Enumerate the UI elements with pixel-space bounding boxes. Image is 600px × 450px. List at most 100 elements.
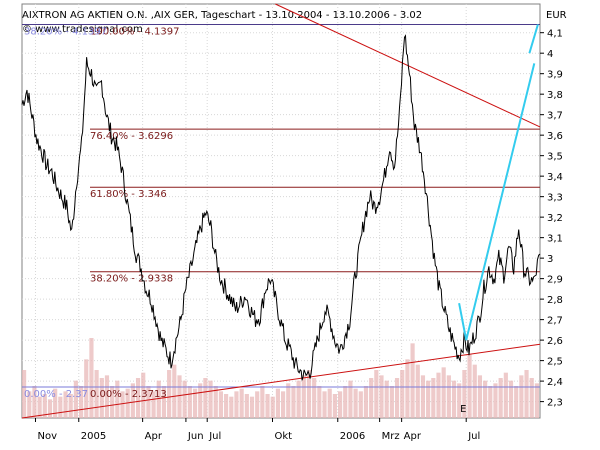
fib-level-label: 38.20% - 2.9338 [90, 274, 173, 285]
volume-bar [130, 383, 135, 418]
y-tick-label: 2,5 [547, 357, 563, 368]
trendline-support [21, 343, 541, 419]
volume-bar [410, 343, 415, 418]
price-series [21, 34, 541, 381]
projection-lines: E [458, 24, 539, 415]
x-tick-label: Apr [404, 431, 422, 442]
volume-bar [135, 378, 141, 418]
currency-unit: EUR [546, 10, 567, 21]
volume-bar [436, 372, 441, 418]
x-tick-label: Jul [467, 431, 480, 442]
volume-bar [239, 388, 244, 418]
volume-bar [89, 338, 94, 418]
y-tick-label: 2,8 [547, 295, 563, 306]
y-tick-label: 3,2 [547, 213, 563, 224]
volume-bar [503, 372, 508, 418]
volume-bar [379, 375, 384, 418]
volume-bar [286, 383, 291, 418]
volume-bar [426, 380, 431, 418]
volume-bar [291, 386, 296, 418]
volume-bar [508, 380, 514, 418]
y-tick-label: 3,5 [547, 152, 563, 163]
volume-bar [78, 386, 84, 418]
volume-bar [327, 388, 332, 418]
volume-bar [519, 375, 524, 418]
volume-bar [467, 354, 472, 418]
fib-level-label: 0.00% - 2.3713 [90, 389, 167, 400]
y-tick-label: 2,9 [547, 275, 563, 286]
volume-bar [208, 380, 213, 418]
volume-bar [524, 370, 529, 418]
volume-bar [63, 391, 68, 418]
fib-level-label: 61.80% - 3.346 [90, 189, 167, 200]
fib-left-label: 38.20% - 4.1397 [24, 27, 107, 38]
volume-bar [270, 396, 275, 418]
volume-bar [224, 394, 229, 418]
fib-level-label: 100.00% - 4.1397 [90, 27, 179, 38]
volume-bar [477, 375, 483, 418]
volume-bar [306, 370, 312, 418]
volume-bar [317, 386, 322, 418]
plot-frame [21, 3, 541, 419]
volume-bar [161, 386, 167, 418]
volume-bar [198, 383, 203, 418]
volume-bar [53, 388, 58, 418]
volume-bar [483, 380, 488, 418]
volume-bar [218, 391, 224, 418]
volume-bar [353, 388, 358, 418]
volume-bar [337, 391, 343, 418]
volume-bar [99, 378, 104, 418]
volume-bar [514, 386, 519, 418]
y-tick-label: 4,1 [547, 29, 563, 40]
volume-bar [27, 391, 32, 418]
volume-bar [68, 394, 73, 418]
volume-bar [177, 375, 182, 418]
volume-bar [446, 375, 451, 418]
volume-bar [405, 359, 410, 418]
volume-bar [249, 396, 255, 418]
volume-bar [255, 391, 260, 418]
projection-line [458, 63, 536, 341]
volume-bar [22, 370, 27, 418]
y-tick-label: 3,9 [547, 70, 563, 81]
volume-bar [104, 375, 110, 418]
volume-bar [182, 380, 187, 418]
volume-bar [529, 378, 534, 418]
y-tick-label: 3,8 [547, 90, 563, 101]
volume-bar [32, 386, 37, 418]
volume-bar [281, 391, 286, 418]
volume-bar [244, 394, 249, 418]
volume-bar [394, 378, 400, 418]
y-tick-label: 2,3 [547, 398, 563, 409]
volume-bar [296, 380, 301, 418]
y-tick-label: 3 [547, 254, 553, 265]
volume-bar [457, 383, 462, 418]
volume-bar [374, 370, 379, 418]
y-tick-label: 3,1 [547, 234, 563, 245]
y-tick-label: 2,6 [547, 336, 563, 347]
volume-bar [234, 391, 239, 418]
volume-bar [498, 378, 503, 418]
x-tick-label: Jul [208, 431, 221, 442]
y-tick-label: 2,4 [547, 377, 563, 388]
volume-bar [389, 386, 394, 418]
x-tick-label: Mrz [382, 431, 400, 442]
copyright-text: © www.tradesignal.com [22, 24, 143, 35]
volume-bar [488, 386, 493, 418]
volume-bar [472, 364, 477, 418]
x-tick-label: Apr [145, 431, 163, 442]
volume-bar [172, 364, 177, 418]
volume-bar [141, 372, 146, 418]
volume-bar [120, 391, 125, 418]
volume-bar [73, 380, 78, 418]
y-tick-label: 3,7 [547, 111, 563, 122]
volume-bar [358, 391, 363, 418]
volume-bar [265, 394, 270, 418]
volume-bar [260, 386, 265, 418]
volume-bar [229, 396, 234, 418]
annotation-e: E [460, 404, 466, 415]
volume-bar [332, 394, 337, 418]
volume-bar [192, 388, 198, 418]
fib-level-label: 76.40% - 3.6296 [90, 131, 173, 142]
volume-bar [462, 370, 467, 418]
